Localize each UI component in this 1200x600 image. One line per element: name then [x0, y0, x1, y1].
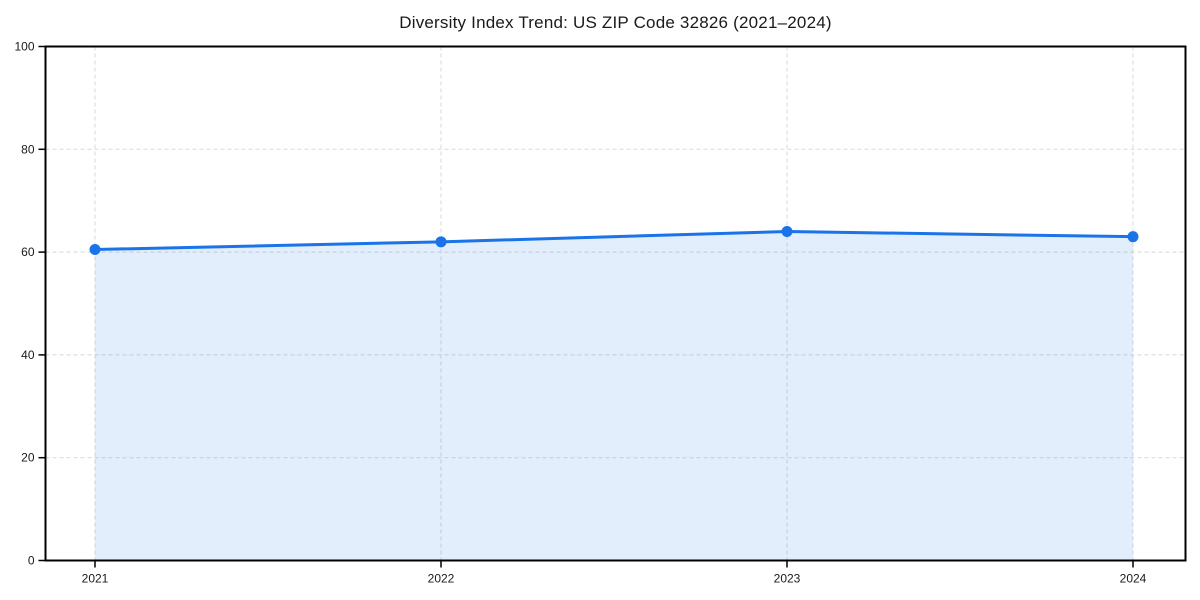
y-tick-label: 60	[21, 245, 35, 259]
x-tick-label: 2021	[82, 572, 109, 586]
data-point-marker	[781, 226, 793, 238]
data-point-marker	[435, 236, 447, 248]
x-tick-label: 2023	[774, 572, 801, 586]
y-tick-label: 100	[14, 40, 34, 54]
chart-title: Diversity Index Trend: US ZIP Code 32826…	[399, 13, 832, 32]
data-point-marker	[1127, 231, 1139, 243]
y-tick-label: 80	[21, 142, 35, 156]
y-tick-label: 40	[21, 348, 35, 362]
y-tick-label: 20	[21, 451, 35, 465]
data-point-marker	[89, 244, 101, 256]
y-tick-label: 0	[28, 554, 35, 568]
x-tick-label: 2024	[1120, 572, 1147, 586]
trend-line	[93, 230, 1135, 252]
area-fill	[95, 231, 1133, 561]
x-tick-label: 2022	[428, 572, 455, 586]
plot-border	[44, 45, 1187, 562]
